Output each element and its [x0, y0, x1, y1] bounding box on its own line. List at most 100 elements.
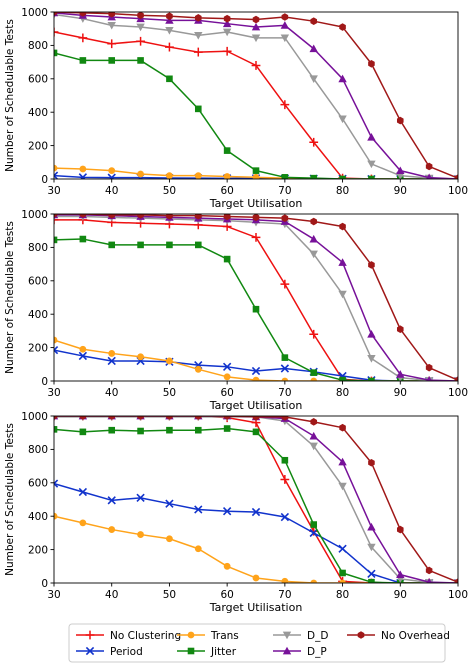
data-point-period: [107, 173, 116, 179]
data-point-no-overhead: [281, 13, 289, 21]
data-point-period: [54, 479, 59, 488]
data-point-d-p: [309, 431, 318, 440]
x-tick-label: 40: [105, 185, 118, 197]
data-point-no-overhead: [223, 214, 231, 221]
data-point-no-overhead: [396, 116, 404, 125]
legend-item-period: Period: [76, 646, 143, 658]
series-line-no-overhead: [54, 416, 458, 583]
legend-marker: [85, 630, 95, 640]
data-point-no-overhead: [396, 525, 404, 534]
data-point-period: [338, 544, 347, 553]
data-point-trans: [54, 336, 58, 344]
data-point-d-p: [367, 133, 376, 141]
data-point-d-p: [309, 44, 318, 53]
y-axis-label: Number of Schedulable Tests: [4, 19, 16, 172]
data-point-jitter: [194, 241, 202, 249]
x-tick-label: 30: [47, 185, 60, 197]
data-point-no-overhead: [79, 416, 87, 420]
data-point-no-clustering: [280, 475, 290, 484]
data-point-no-overhead: [194, 416, 202, 420]
data-point-d-p: [338, 74, 347, 83]
legend-marker: [187, 647, 195, 655]
data-point-no-overhead: [425, 162, 433, 171]
data-point-d-d: [338, 115, 347, 124]
data-point-jitter: [310, 174, 318, 179]
x-tick-label: 90: [394, 185, 407, 197]
y-tick-label: 1000: [21, 209, 48, 221]
data-point-jitter: [252, 305, 260, 313]
data-point-d-d: [367, 355, 376, 363]
data-point-jitter: [54, 426, 58, 433]
data-point-period: [107, 356, 116, 366]
x-tick-label: 90: [394, 589, 407, 601]
series-line-no-clustering: [54, 31, 458, 179]
data-point-no-overhead: [252, 416, 260, 421]
data-point-no-overhead: [137, 12, 144, 20]
data-point-jitter: [310, 369, 318, 376]
data-point-period: [309, 528, 318, 538]
legend-item-no-clustering: No Clustering: [76, 630, 181, 642]
data-point-d-p: [396, 370, 405, 378]
data-point-d-d: [251, 34, 261, 43]
data-point-no-overhead: [108, 416, 116, 420]
data-point-no-overhead: [252, 214, 260, 222]
x-tick-label: 50: [163, 387, 176, 399]
legend-label: Trans: [210, 630, 239, 642]
data-point-jitter: [281, 174, 289, 179]
legend-label: Period: [110, 646, 143, 658]
data-point-no-clustering: [78, 33, 88, 43]
x-axis-label: Target Utilisation: [209, 197, 303, 210]
data-point-no-clustering: [165, 42, 174, 52]
data-point-no-overhead: [252, 15, 260, 24]
y-tick-label: 0: [41, 376, 48, 388]
data-point-period: [222, 507, 232, 516]
y-axis-label: Number of Schedulable Tests: [4, 221, 16, 374]
data-point-jitter: [108, 426, 116, 434]
data-point-trans: [137, 531, 144, 538]
data-point-no-clustering: [136, 36, 145, 46]
data-point-trans: [166, 535, 173, 543]
plot-frame: [53, 11, 459, 180]
data-point-no-overhead: [79, 214, 87, 218]
data-point-no-clustering: [280, 279, 290, 289]
data-point-trans: [79, 519, 87, 527]
data-point-trans: [54, 512, 58, 520]
x-tick-label: 30: [47, 387, 60, 399]
data-point-no-clustering: [54, 215, 59, 225]
plot-frame: [53, 415, 459, 584]
data-point-jitter: [194, 105, 202, 113]
data-point-no-clustering: [309, 137, 319, 147]
data-point-jitter: [54, 49, 58, 57]
data-point-trans: [194, 365, 202, 373]
data-point-no-overhead: [223, 14, 231, 23]
series-group: [54, 12, 458, 179]
data-point-jitter: [252, 167, 260, 174]
data-point-no-overhead: [425, 566, 433, 575]
legend-item-jitter: Jitter: [177, 646, 237, 658]
legend-label: D_D: [307, 630, 328, 642]
data-point-d-d: [136, 23, 145, 32]
y-tick-label: 1000: [21, 7, 48, 19]
x-tick-label: 60: [220, 387, 233, 399]
data-point-period: [78, 173, 88, 179]
x-tick-label: 80: [336, 589, 349, 601]
legend-item-trans: Trans: [177, 630, 239, 642]
data-point-d-p: [426, 375, 432, 381]
data-point-trans: [339, 579, 346, 583]
data-point-trans: [252, 173, 260, 179]
data-point-d-p: [338, 457, 347, 466]
data-point-no-overhead: [137, 214, 144, 219]
data-point-period: [107, 496, 116, 505]
data-point-no-overhead: [223, 416, 231, 420]
data-point-no-overhead: [425, 363, 433, 372]
data-point-jitter: [108, 241, 116, 249]
data-point-no-overhead: [454, 578, 458, 583]
chart-panel-1: 30 40 50 60 70 80 90 10002004006008001000Target…: [4, 7, 468, 210]
legend-item-d-d: D_D: [273, 630, 328, 642]
data-point-no-clustering: [107, 39, 117, 49]
data-point-no-overhead: [310, 217, 318, 226]
data-point-jitter: [166, 75, 173, 83]
data-point-no-overhead: [339, 423, 346, 432]
data-point-no-overhead: [194, 14, 202, 22]
